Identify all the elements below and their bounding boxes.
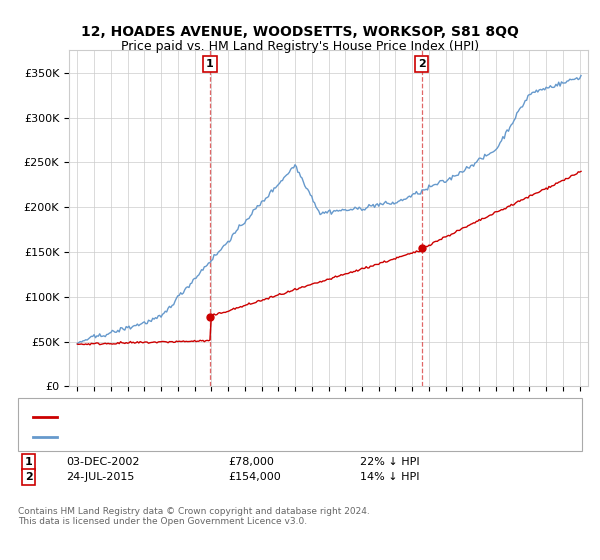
Text: 2: 2 [418,59,425,69]
Text: 24-JUL-2015: 24-JUL-2015 [66,472,134,482]
Text: 12, HOADES AVENUE, WOODSETTS, WORKSOP, S81 8QQ (detached house): 12, HOADES AVENUE, WOODSETTS, WORKSOP, S… [62,412,452,422]
Text: 22% ↓ HPI: 22% ↓ HPI [360,457,419,467]
Text: 14% ↓ HPI: 14% ↓ HPI [360,472,419,482]
Text: 03-DEC-2002: 03-DEC-2002 [66,457,139,467]
Text: 1: 1 [25,457,32,467]
Text: HPI: Average price, detached house, Rotherham: HPI: Average price, detached house, Roth… [62,432,312,442]
Text: Price paid vs. HM Land Registry's House Price Index (HPI): Price paid vs. HM Land Registry's House … [121,40,479,53]
Text: £154,000: £154,000 [228,472,281,482]
Text: 12, HOADES AVENUE, WOODSETTS, WORKSOP, S81 8QQ: 12, HOADES AVENUE, WOODSETTS, WORKSOP, S… [81,25,519,39]
Text: Contains HM Land Registry data © Crown copyright and database right 2024.
This d: Contains HM Land Registry data © Crown c… [18,507,370,526]
Text: £78,000: £78,000 [228,457,274,467]
Text: 1: 1 [206,59,214,69]
Text: 2: 2 [25,472,32,482]
